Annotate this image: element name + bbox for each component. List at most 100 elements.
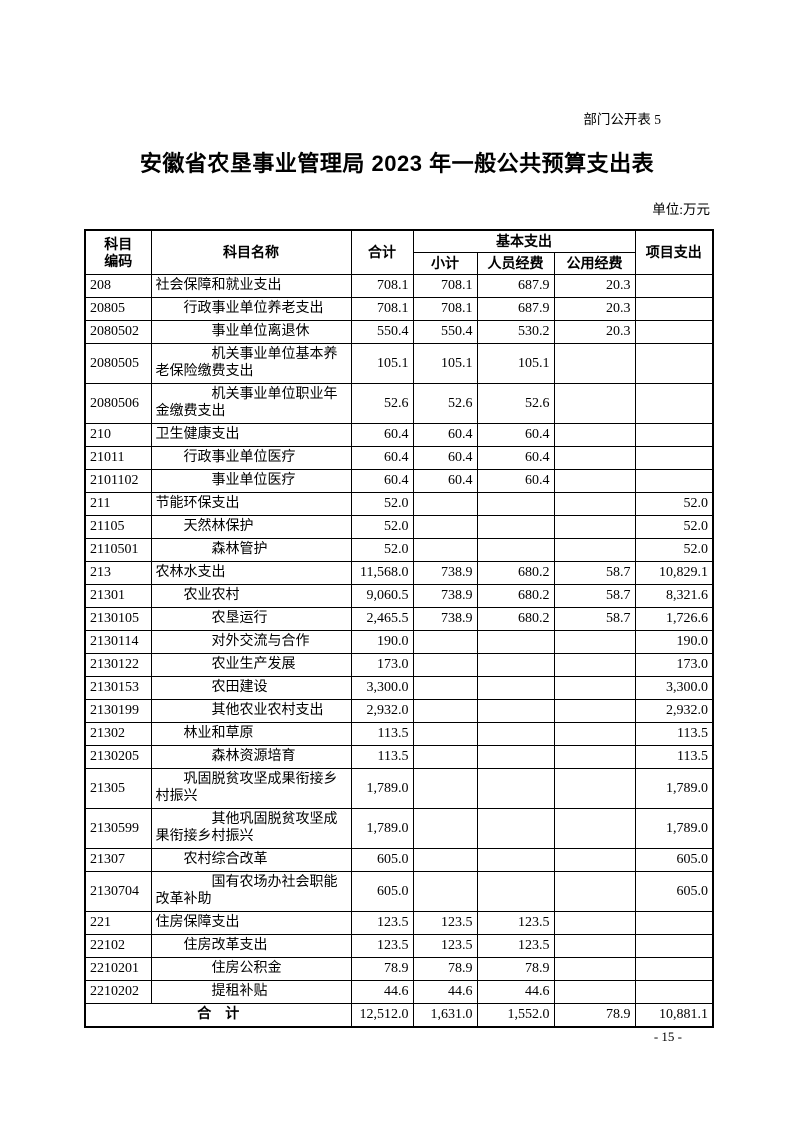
cell-subject-code: 2130153 bbox=[84, 676, 152, 700]
cell-project-expense: 3,300.0 bbox=[634, 676, 714, 700]
cell-basic-subtotal bbox=[412, 745, 478, 769]
cell-subject-code: 21307 bbox=[84, 848, 152, 872]
cell-subject-code: 21302 bbox=[84, 722, 152, 746]
cell-public-expense bbox=[553, 515, 636, 539]
cell-subject-code: 2101102 bbox=[84, 469, 152, 493]
cell-subject-name: 国有农场办社会职能改革补助 bbox=[150, 871, 352, 912]
cell-subject-name: 林业和草原 bbox=[150, 722, 352, 746]
page-number: - 15 - bbox=[653, 1029, 682, 1044]
cell-total: 113.5 bbox=[350, 745, 414, 769]
table-row: 21301 农业农村 9,060.5 738.9 680.2 58.7 8,321.6 bbox=[84, 584, 714, 608]
cell-personnel-expense bbox=[476, 848, 555, 872]
cell-personnel-expense: 123.5 bbox=[476, 934, 555, 958]
cell-subject-name: 节能环保支出 bbox=[150, 492, 352, 516]
cell-subject-name: 对外交流与合作 bbox=[150, 630, 352, 654]
cell-total: 2,932.0 bbox=[350, 699, 414, 723]
cell-basic-subtotal bbox=[412, 676, 478, 700]
cell-project-expense: 8,321.6 bbox=[634, 584, 714, 608]
cell-subject-name: 其他巩固脱贫攻坚成果衔接乡村振兴 bbox=[150, 808, 352, 849]
cell-public-expense bbox=[553, 768, 636, 809]
cell-subject-name: 巩固脱贫攻坚成果衔接乡村振兴 bbox=[150, 768, 352, 809]
cell-subject-code: 2130122 bbox=[84, 653, 152, 677]
cell-subject-code: 2130704 bbox=[84, 871, 152, 912]
cell-total: 60.4 bbox=[350, 446, 414, 470]
cell-subject-name: 森林资源培育 bbox=[150, 745, 352, 769]
cell-personnel-expense bbox=[476, 676, 555, 700]
cell-total: 1,789.0 bbox=[350, 768, 414, 809]
cell-total: 11,568.0 bbox=[350, 561, 414, 585]
cell-personnel-expense: 44.6 bbox=[476, 980, 555, 1004]
cell-basic-subtotal: 708.1 bbox=[412, 297, 478, 321]
cell-total: 1,789.0 bbox=[350, 808, 414, 849]
cell-grand-project-expense: 10,881.1 bbox=[634, 1003, 714, 1028]
cell-project-expense bbox=[634, 423, 714, 447]
cell-grand-basic-subtotal: 1,631.0 bbox=[412, 1003, 478, 1028]
cell-public-expense bbox=[553, 980, 636, 1004]
table-row: 21305 巩固脱贫攻坚成果衔接乡村振兴 1,789.0 1,789.0 bbox=[84, 768, 714, 809]
table-row: 2110501 森林管护 52.0 52.0 bbox=[84, 538, 714, 562]
cell-project-expense: 1,789.0 bbox=[634, 808, 714, 849]
cell-basic-subtotal bbox=[412, 722, 478, 746]
cell-public-expense bbox=[553, 808, 636, 849]
cell-total: 44.6 bbox=[350, 980, 414, 1004]
cell-subject-code: 21301 bbox=[84, 584, 152, 608]
cell-public-expense: 20.3 bbox=[553, 320, 636, 344]
cell-public-expense bbox=[553, 653, 636, 677]
table-row: 2080506 机关事业单位职业年金缴费支出 52.6 52.6 52.6 bbox=[84, 383, 714, 424]
cell-subject-name: 行政事业单位养老支出 bbox=[150, 297, 352, 321]
cell-project-expense: 605.0 bbox=[634, 871, 714, 912]
table-row: 21105 天然林保护 52.0 52.0 bbox=[84, 515, 714, 539]
cell-public-expense bbox=[553, 848, 636, 872]
table-total-row: 合 计 12,512.0 1,631.0 1,552.0 78.9 10,881.1 bbox=[84, 1003, 714, 1028]
cell-public-expense bbox=[553, 911, 636, 935]
cell-subject-name: 住房改革支出 bbox=[150, 934, 352, 958]
cell-basic-subtotal: 52.6 bbox=[412, 383, 478, 424]
col-header-code-line2: 编码 bbox=[104, 252, 133, 269]
cell-basic-subtotal bbox=[412, 492, 478, 516]
cell-project-expense: 605.0 bbox=[634, 848, 714, 872]
cell-public-expense bbox=[553, 699, 636, 723]
cell-total: 9,060.5 bbox=[350, 584, 414, 608]
cell-subject-code: 211 bbox=[84, 492, 152, 516]
cell-personnel-expense bbox=[476, 538, 555, 562]
cell-basic-subtotal bbox=[412, 515, 478, 539]
cell-project-expense bbox=[634, 446, 714, 470]
cell-subject-code: 2130114 bbox=[84, 630, 152, 654]
cell-basic-subtotal: 738.9 bbox=[412, 561, 478, 585]
table-row: 2210201 住房公积金 78.9 78.9 78.9 bbox=[84, 957, 714, 981]
table-row: 20805 行政事业单位养老支出 708.1 708.1 687.9 20.3 bbox=[84, 297, 714, 321]
cell-total: 190.0 bbox=[350, 630, 414, 654]
cell-project-expense: 52.0 bbox=[634, 515, 714, 539]
cell-personnel-expense bbox=[476, 745, 555, 769]
cell-public-expense bbox=[553, 538, 636, 562]
cell-total: 123.5 bbox=[350, 911, 414, 935]
cell-subject-name: 社会保障和就业支出 bbox=[150, 274, 352, 298]
cell-subject-name: 住房保障支出 bbox=[150, 911, 352, 935]
table-row: 2101102 事业单位医疗 60.4 60.4 60.4 bbox=[84, 469, 714, 493]
cell-public-expense: 20.3 bbox=[553, 274, 636, 298]
cell-basic-subtotal bbox=[412, 538, 478, 562]
cell-personnel-expense bbox=[476, 722, 555, 746]
cell-total: 105.1 bbox=[350, 343, 414, 384]
cell-subject-name: 机关事业单位基本养老保险缴费支出 bbox=[150, 343, 352, 384]
table-row: 21307 农村综合改革 605.0 605.0 bbox=[84, 848, 714, 872]
cell-total: 60.4 bbox=[350, 469, 414, 493]
cell-basic-subtotal: 123.5 bbox=[412, 911, 478, 935]
cell-personnel-expense: 60.4 bbox=[476, 423, 555, 447]
cell-subject-name: 卫生健康支出 bbox=[150, 423, 352, 447]
cell-grand-total-label: 合 计 bbox=[84, 1003, 352, 1028]
cell-project-expense bbox=[634, 934, 714, 958]
cell-public-expense bbox=[553, 423, 636, 447]
cell-basic-subtotal: 60.4 bbox=[412, 469, 478, 493]
cell-public-expense bbox=[553, 676, 636, 700]
cell-subject-code: 2210202 bbox=[84, 980, 152, 1004]
cell-personnel-expense: 530.2 bbox=[476, 320, 555, 344]
cell-personnel-expense: 78.9 bbox=[476, 957, 555, 981]
table-row: 2130122 农业生产发展 173.0 173.0 bbox=[84, 653, 714, 677]
cell-subject-code: 21105 bbox=[84, 515, 152, 539]
cell-total: 2,465.5 bbox=[350, 607, 414, 631]
cell-subject-name: 天然林保护 bbox=[150, 515, 352, 539]
cell-total: 60.4 bbox=[350, 423, 414, 447]
cell-personnel-expense bbox=[476, 699, 555, 723]
cell-subject-code: 2110501 bbox=[84, 538, 152, 562]
